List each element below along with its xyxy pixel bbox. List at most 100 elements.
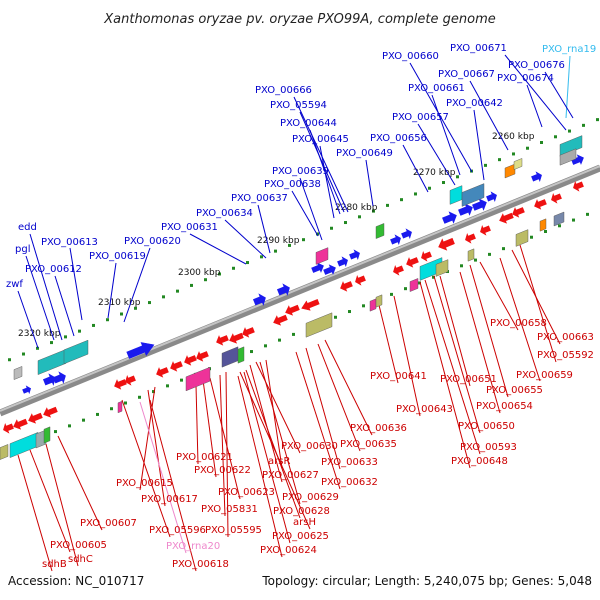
gene-label-PXO_00634[interactable]: PXO_00634 (196, 208, 253, 219)
gene-label-PXO_00635[interactable]: PXO_00635 (340, 439, 397, 450)
gene-label-PXO_00638[interactable]: PXO_00638 (264, 179, 321, 190)
gene-label-PXO_00655[interactable]: PXO_00655 (486, 385, 543, 396)
genome-backbone (0, 164, 600, 417)
gene-label-PXO_00651[interactable]: PXO_00651 (440, 374, 497, 385)
gene-label-PXO_00671[interactable]: PXO_00671 (450, 43, 507, 54)
tick-dot (526, 146, 529, 150)
gene-label-PXO_00628[interactable]: PXO_00628 (273, 506, 330, 517)
gene-label-PXO_00659[interactable]: PXO_00659 (516, 370, 573, 381)
tick-dot (120, 312, 123, 316)
gene-label-sdhC[interactable]: sdhC (68, 554, 93, 565)
gene-label-PXO_00623[interactable]: PXO_00623 (218, 487, 275, 498)
tick-dot (264, 344, 267, 348)
gene-label-PXO_00617[interactable]: PXO_00617 (141, 494, 198, 505)
gene-label-PXO_00625[interactable]: PXO_00625 (272, 531, 329, 542)
gene-label-PXO_05831[interactable]: PXO_05831 (201, 504, 258, 515)
tick-dot (400, 198, 403, 202)
minus-gene-arrow (273, 314, 288, 326)
leader-line (17, 454, 53, 572)
gene-label-PXO_00641[interactable]: PXO_00641 (370, 371, 427, 382)
tick-label-2270: 2270 kbp (413, 168, 456, 178)
gene-label-PXO_05592[interactable]: PXO_05592 (537, 350, 594, 361)
gene-label-PXO_00615[interactable]: PXO_00615 (116, 478, 173, 489)
minus-gene-arrow (156, 367, 169, 378)
tick-label-2300: 2300 kbp (178, 268, 221, 278)
leader-line (54, 275, 75, 337)
gene-label-PXO_00633[interactable]: PXO_00633 (321, 457, 378, 468)
tick-dot (498, 158, 501, 162)
gene-label-PXO_00656[interactable]: PXO_00656 (370, 133, 427, 144)
gene-label-PXO_00621[interactable]: PXO_00621 (176, 452, 233, 463)
gene-label-PXO_00605[interactable]: PXO_00605 (50, 540, 107, 551)
gene-label-PXO_00660[interactable]: PXO_00660 (382, 51, 439, 62)
gene-label-PXO_00636[interactable]: PXO_00636 (350, 423, 407, 434)
gene-label-PXO_00676[interactable]: PXO_00676 (508, 60, 565, 71)
leader-line (121, 399, 171, 538)
tick-dot (218, 272, 221, 276)
minus-gene-box (539, 218, 547, 232)
gene-label-PXO_00658[interactable]: PXO_00658 (490, 318, 547, 329)
gene-label-PXO_00663[interactable]: PXO_00663 (537, 332, 594, 343)
gene-label-sdhB[interactable]: sdhB (42, 559, 67, 570)
gene-label-PXO_00649[interactable]: PXO_00649 (336, 148, 393, 159)
leader-line (419, 281, 471, 469)
gene-label-PXO_00644[interactable]: PXO_00644 (280, 118, 337, 129)
gene-label-PXO_00612[interactable]: PXO_00612 (25, 264, 82, 275)
leader-line (324, 339, 373, 436)
gene-label-arsH[interactable]: arsH (293, 517, 316, 528)
minus-gene-arrow (355, 274, 366, 286)
gene-label-PXO_00650[interactable]: PXO_00650 (458, 421, 515, 432)
gene-label-PXO_00643[interactable]: PXO_00643 (396, 404, 453, 415)
tick-dot (278, 338, 281, 342)
gene-label-edd[interactable]: edd (18, 222, 37, 233)
gene-label-PXO_00629[interactable]: PXO_00629 (282, 492, 339, 503)
tick-dot (96, 412, 99, 416)
tick-dot (176, 289, 179, 293)
tick-dot (484, 163, 487, 167)
gene-label-PXO_05594[interactable]: PXO_05594 (270, 100, 327, 111)
gene-label-PXO_00645[interactable]: PXO_00645 (292, 134, 349, 145)
gene-label-PXO_00657[interactable]: PXO_00657 (392, 112, 449, 123)
gene-label-PXO_00624[interactable]: PXO_00624 (260, 545, 317, 556)
leader-line (544, 71, 574, 119)
gene-label-PXO_00637[interactable]: PXO_00637 (231, 193, 288, 204)
gene-label-PXO_rna19[interactable]: PXO_rna19 (542, 44, 596, 55)
gene-label-PXO_05595[interactable]: PXO_05595 (205, 525, 262, 536)
gene-label-PXO_00627[interactable]: PXO_00627 (262, 470, 319, 481)
gene-label-PXO_00666[interactable]: PXO_00642 (446, 98, 503, 109)
gene-label-PXO_00620[interactable]: PXO_00620 (124, 236, 181, 247)
tick-dot (78, 329, 81, 333)
gene-label-PXO_00619[interactable]: PXO_00619 (89, 251, 146, 262)
gene-label-PXO_00661[interactable]: PXO_00661 (408, 83, 465, 94)
gene-label-PXO_00674[interactable]: PXO_00674 (497, 73, 554, 84)
gene-label-PXO_00607[interactable]: PXO_00607 (80, 518, 137, 529)
gene-label-PXO_00618[interactable]: PXO_00618 (172, 559, 229, 570)
leader-line (224, 219, 267, 259)
tick-dot (292, 332, 295, 336)
gene-label-PXO_00593[interactable]: PXO_00593 (460, 442, 517, 453)
gene-label-PXO_05596[interactable]: PXO_05596 (149, 525, 206, 536)
gene-label-pgl[interactable]: pgl (15, 244, 30, 255)
plus-gene-arrow (401, 228, 412, 240)
gene-label-PXO_00613[interactable]: PXO_00613 (41, 237, 98, 248)
minus-gene-box (43, 426, 51, 444)
plus-gene-arrow (571, 154, 584, 165)
gene-label-PXO_00667[interactable]: PXO_00667 (438, 69, 495, 80)
gene-label-PXO_00632[interactable]: PXO_00632 (321, 477, 378, 488)
gene-label-PXO_00631[interactable]: PXO_00631 (161, 222, 218, 233)
tick-dot (166, 384, 169, 388)
leader-line (149, 399, 197, 572)
tick-dot (442, 181, 445, 185)
gene-label-PXO_00622[interactable]: PXO_00622 (194, 465, 251, 476)
gene-label-PXO_00639[interactable]: PXO_00639 (272, 166, 329, 177)
plus-gene-arrow (252, 293, 266, 306)
gene-label-PXO_00630[interactable]: PXO_00630 (281, 441, 338, 452)
gene-label-PXO_00654[interactable]: PXO_00654 (476, 401, 533, 412)
leader-line (377, 300, 399, 384)
gene-label-PXO_00648[interactable]: PXO_00648 (451, 456, 508, 467)
gene-label-PXO_rna20[interactable]: PXO_rna20 (166, 541, 220, 552)
gene-label-arsR[interactable]: arsR (268, 456, 290, 467)
gene-label-zwf[interactable]: zwf (6, 279, 23, 290)
minus-gene-box (409, 278, 419, 292)
gene-label-PXO_00642[interactable]: PXO_00666 (255, 85, 312, 96)
